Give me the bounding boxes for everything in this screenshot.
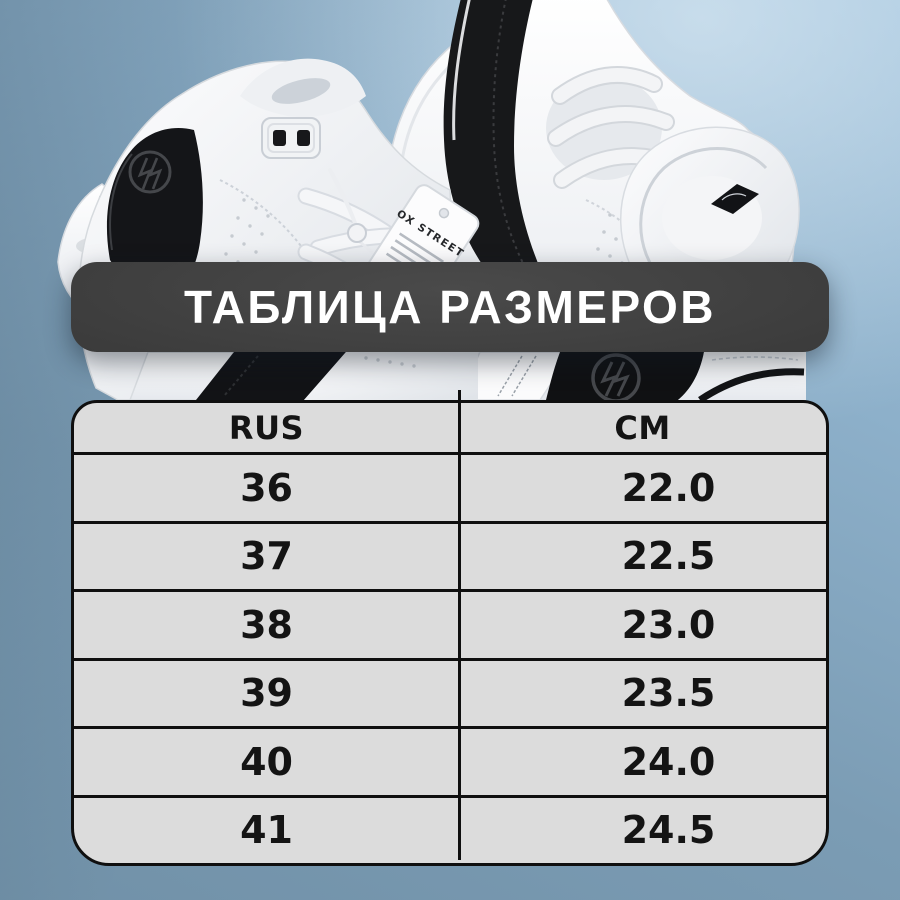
lace-lock-plate — [261, 117, 321, 159]
size-table-banner: ТАБЛИЦА РАЗМЕРОВ — [71, 262, 829, 352]
size-table-header: RUS CM — [74, 403, 826, 452]
cell-rus: 38 — [240, 602, 293, 647]
cell-cm: 22.0 — [621, 465, 716, 510]
black-mudguard — [443, 0, 566, 322]
cell-rus: 39 — [240, 671, 293, 716]
cell-cm: 24.5 — [621, 808, 716, 853]
cell-cm: 23.0 — [621, 602, 716, 647]
header-cm: CM — [614, 408, 671, 447]
table-column-divider — [458, 390, 461, 860]
cell-cm: 22.5 — [621, 534, 716, 579]
table-row: 36 22.0 — [74, 452, 826, 521]
banner-title: ТАБЛИЦА РАЗМЕРОВ — [183, 281, 717, 333]
cell-rus: 37 — [240, 534, 293, 579]
table-row: 40 24.0 — [74, 726, 826, 795]
cell-cm: 24.0 — [621, 739, 716, 784]
sneakers-photo: OX STREET — [57, 0, 806, 403]
jordan-wings-tag-icon — [711, 184, 759, 214]
table-row: 37 22.5 — [74, 520, 826, 590]
table-row: 39 23.5 — [74, 657, 826, 727]
size-table: RUS CM 36 22.0 37 22.5 38 23.0 39 23.5 4… — [71, 390, 829, 866]
cell-rus: 36 — [240, 465, 293, 510]
cell-rus: 41 — [240, 808, 293, 853]
header-rus: RUS — [228, 408, 305, 447]
lace-toggle — [347, 223, 367, 243]
size-table-rows: 36 22.0 37 22.5 38 23.0 39 23.5 40 24.0 … — [74, 452, 826, 863]
fragment-circle-logo-icon — [128, 150, 172, 194]
cell-rus: 40 — [240, 739, 293, 784]
cell-cm: 23.5 — [621, 671, 716, 716]
table-row: 41 24.5 — [74, 794, 826, 864]
table-row: 38 23.0 — [74, 589, 826, 658]
